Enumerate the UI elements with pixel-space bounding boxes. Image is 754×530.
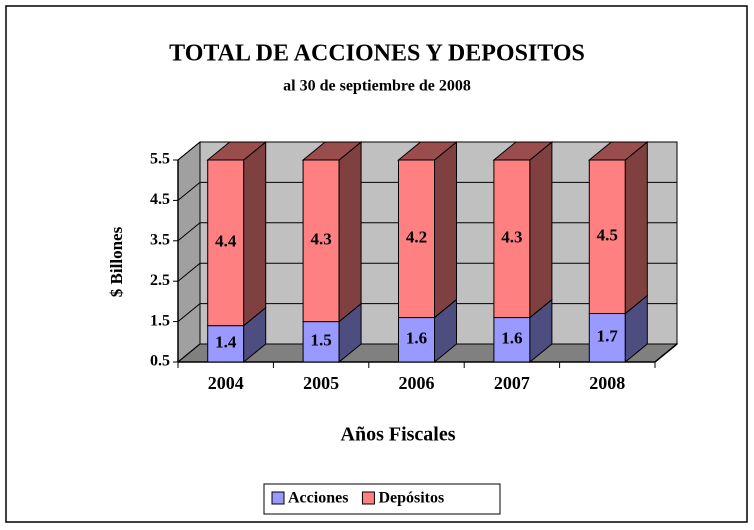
legend-swatch [361,491,375,505]
bar [397,140,458,319]
bar-front [588,313,626,363]
y-tick-label: 5.5 [150,151,170,168]
bar [206,140,268,327]
value-label: 4.3 [501,228,522,247]
bar-side [243,140,267,327]
side-wall [177,140,201,364]
bar-side [624,140,648,315]
value-label: 4.4 [215,232,237,251]
y-tick-label: 1.5 [150,312,170,329]
bar-top [206,141,268,161]
bar [587,140,649,315]
y-tick-label: 3.5 [150,231,170,248]
bar-front [493,159,531,319]
bar [492,140,554,319]
bar-front [398,317,435,363]
bar-side [529,140,553,319]
value-label: 1.4 [215,333,237,352]
chart-title: TOTAL DE ACCIONES Y DEPOSITOS [169,41,585,67]
value-label: 4.5 [597,226,618,245]
bar [301,140,363,323]
bar-side [434,140,457,319]
legend-label: Depósitos [378,490,444,507]
value-label: 1.5 [310,331,331,350]
bar-top [492,141,554,161]
legend-box [263,483,501,515]
value-label: 1.6 [406,329,427,348]
chart-subtitle: al 30 de septiembre de 2008 [283,78,471,95]
legend-swatch [271,491,285,505]
bar-top [301,141,363,161]
bar [398,298,457,364]
bar [493,298,553,364]
x-axis-label: Años Fiscales [341,424,456,446]
bar-side [338,140,362,323]
legend: Acciones Depósitos [263,483,501,515]
value-label: 4.3 [310,230,331,249]
value-label: 4.2 [406,228,427,247]
y-tick-label: 0.5 [150,353,170,370]
x-tick-label: 2008 [589,373,625,393]
x-tick-label: 2006 [399,373,435,393]
value-label: 1.6 [501,329,522,348]
bar-top [397,141,458,161]
x-tick-label: 2007 [494,373,530,393]
y-tick-label: 2.5 [150,272,170,289]
y-axis-label: $ Billones [107,226,126,297]
bar-front [207,159,245,327]
bar [302,302,362,364]
x-tick-label: 2004 [208,373,244,393]
y-tick-label: 4.5 [150,191,170,208]
x-tick-label: 2005 [303,373,339,393]
bar [588,294,648,364]
legend-label: Acciones [288,490,348,507]
bar-front [493,317,531,363]
bar-top [587,141,649,161]
value-label: 1.7 [597,327,619,346]
